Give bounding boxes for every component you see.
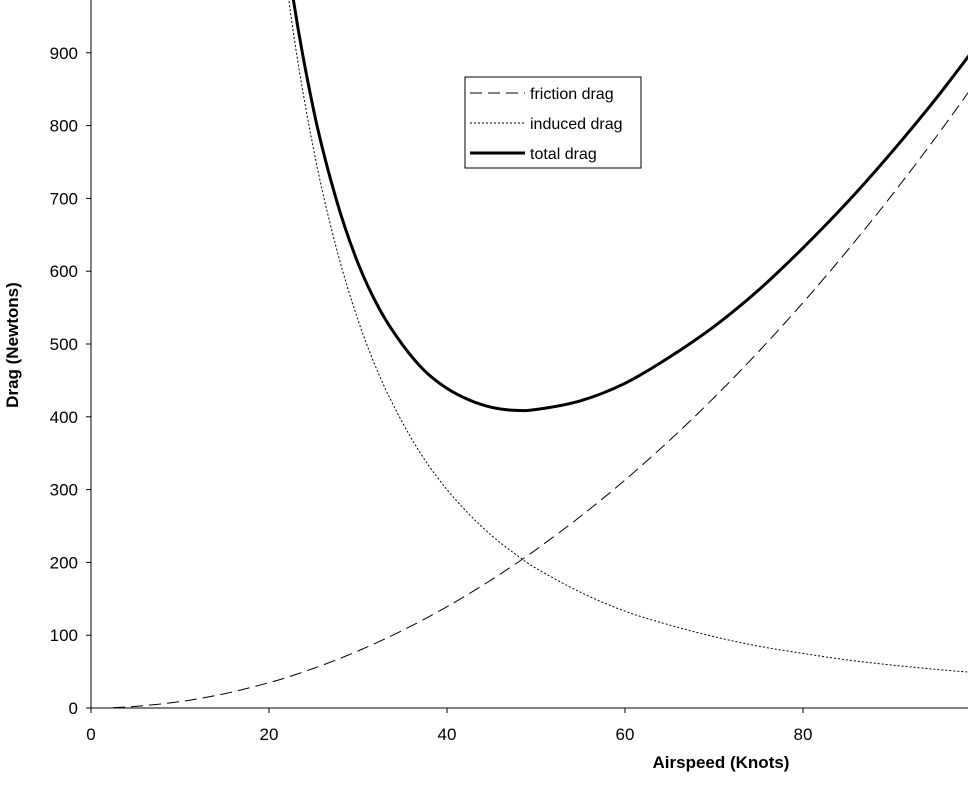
y-tick-label: 400 [50,408,78,427]
y-tick-label: 500 [50,335,78,354]
x-tick-label: 80 [794,725,813,744]
x-axis-title: Airspeed (Knots) [653,753,790,772]
x-tick-label: 0 [86,725,95,744]
x-tick-label: 20 [260,725,279,744]
series-induced-drag [288,0,968,673]
x-tick-label: 40 [438,725,457,744]
y-tick-label: 0 [69,699,78,718]
series-total-drag [291,0,968,413]
y-tick-label: 700 [50,189,78,208]
series-friction-drag [113,91,968,708]
y-tick-label: 300 [50,481,78,500]
x-tick-label: 60 [616,725,635,744]
y-tick-label: 100 [50,626,78,645]
y-tick-label: 200 [50,553,78,572]
legend-label-friction: friction drag [530,86,614,103]
legend-label-induced: induced drag [530,116,623,133]
x-tick-label: 100 [967,725,968,744]
legend-label-total: total drag [530,146,597,163]
legend: friction drag induced drag total drag [464,76,642,169]
y-tick-label: 800 [50,117,78,136]
y-tick-label: 600 [50,262,78,281]
y-tick-label: 900 [50,44,78,63]
y-axis-title: Drag (Newtons) [3,282,22,408]
